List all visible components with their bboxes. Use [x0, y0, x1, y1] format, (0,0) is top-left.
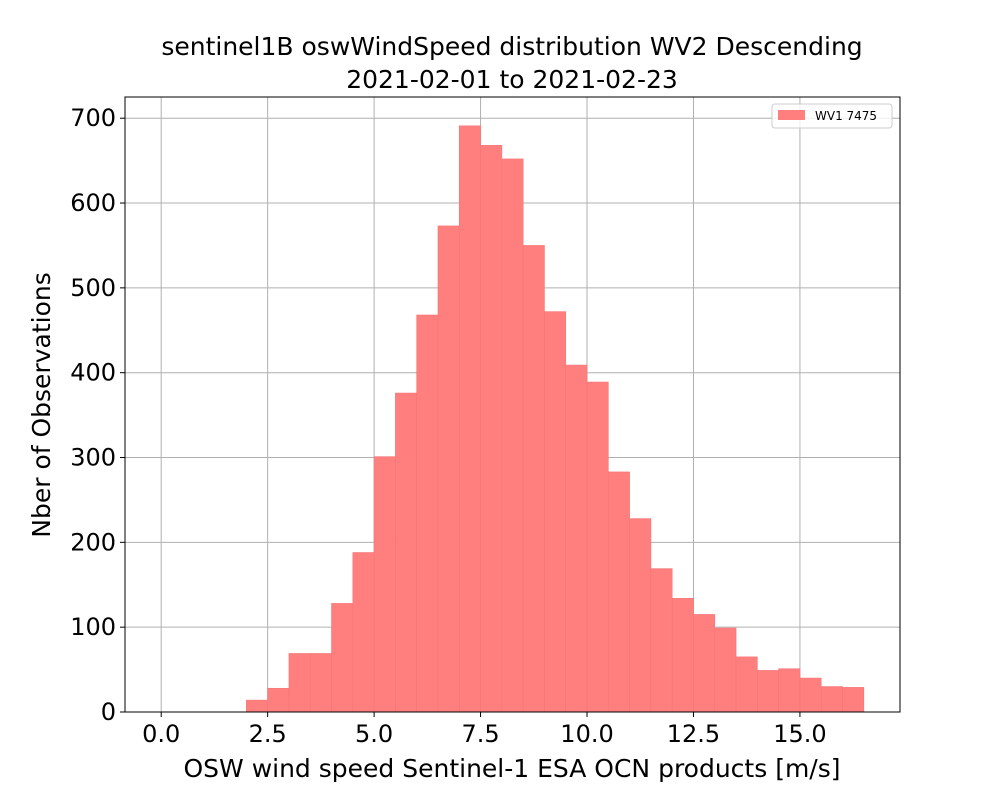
- histogram-bar: [437, 225, 460, 713]
- histogram-bar: [586, 381, 609, 713]
- histogram-bar: [352, 552, 375, 713]
- histogram-bar: [309, 653, 332, 713]
- histogram-bar: [820, 686, 843, 713]
- x-tick-label: 5.0: [355, 720, 393, 748]
- y-tick-label: 0: [101, 698, 116, 726]
- histogram-bar: [458, 125, 481, 713]
- histogram-bar: [522, 245, 545, 713]
- histogram-bar: [331, 603, 354, 713]
- histogram-bar: [480, 145, 503, 713]
- histogram-bar: [246, 699, 268, 713]
- histogram-bar: [288, 653, 311, 713]
- y-tick-label: 600: [70, 189, 116, 217]
- x-tick-label: 10.0: [560, 720, 613, 748]
- histogram-bar: [778, 668, 801, 713]
- chart-title: sentinel1B oswWindSpeed distribution WV2…: [161, 32, 862, 61]
- legend-swatch: [778, 110, 805, 120]
- histogram-bar: [373, 456, 396, 713]
- histogram-bar: [501, 158, 524, 713]
- histogram-bar: [650, 568, 673, 713]
- y-tick-label: 100: [70, 613, 116, 641]
- plot-frame: [124, 96, 901, 713]
- x-tick-label: 12.5: [667, 720, 720, 748]
- histogram-bar: [565, 364, 588, 713]
- histogram-bar: [671, 598, 694, 713]
- histogram-bar: [693, 614, 716, 713]
- y-tick-label: 700: [70, 104, 116, 132]
- x-tick-label: 15.0: [773, 720, 826, 748]
- histogram-bar: [629, 518, 652, 713]
- histogram-bar: [608, 471, 630, 713]
- chart-subtitle: 2021-02-01 to 2021-02-23: [346, 65, 678, 94]
- histogram-bar: [714, 627, 737, 713]
- histogram-bar: [544, 311, 567, 713]
- y-tick-label: 500: [70, 274, 116, 302]
- histogram-bar: [395, 392, 417, 713]
- histogram-bar: [416, 314, 439, 713]
- y-tick-label: 400: [70, 359, 116, 387]
- x-tick-label: 0.0: [142, 720, 180, 748]
- y-tick-label: 200: [70, 528, 116, 556]
- y-axis-label: Nber of Observations: [27, 272, 56, 537]
- legend-label: WV1 7475: [815, 109, 877, 123]
- y-axis-ticks: 0 100 200 300 400 500 600 700: [70, 104, 125, 726]
- histogram-bar: [799, 677, 822, 713]
- legend: WV1 7475: [771, 103, 893, 129]
- histogram-bar: [735, 656, 758, 713]
- histogram-bar: [757, 670, 779, 713]
- x-axis-label: OSW wind speed Sentinel-1 ESA OCN produc…: [183, 754, 840, 783]
- x-axis-ticks: 0.0 2.5 5.0 7.5 10.0 12.5 15.0: [142, 712, 827, 748]
- histogram-bars: [246, 125, 865, 713]
- x-tick-label: 7.5: [461, 720, 499, 748]
- y-tick-label: 300: [70, 444, 116, 472]
- histogram-bar: [267, 687, 290, 713]
- x-tick-label: 2.5: [249, 720, 287, 748]
- histogram-bar: [842, 687, 865, 713]
